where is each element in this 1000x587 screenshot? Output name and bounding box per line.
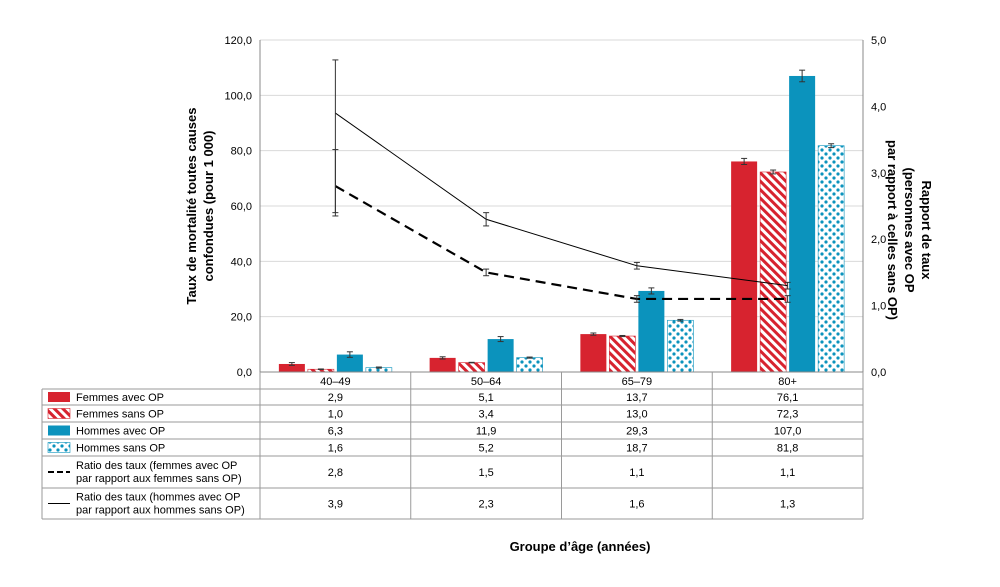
bars	[278, 69, 845, 373]
y-left-axis-title-line: Taux de mortalité toutes causes	[184, 108, 199, 305]
ratio-line	[334, 185, 788, 301]
legend-label: Hommes sans OP	[76, 443, 165, 455]
table-cell: 13,0	[626, 409, 647, 421]
legend-label: Femmes avec OP	[76, 392, 164, 404]
table-cell: 81,8	[777, 443, 798, 455]
y-right-axis-title-line: Rapport de taux	[919, 181, 934, 281]
table-cell: 5,2	[478, 443, 493, 455]
bar	[667, 319, 694, 373]
table-cell: 2,3	[478, 499, 493, 511]
table-cell: 3,4	[478, 409, 493, 421]
legend-label-line: par rapport aux hommes sans OP)	[76, 505, 245, 517]
y-right-axis-title-line: par rapport à celles sans OP)	[885, 140, 900, 320]
legend-label: Hommes avec OP	[76, 426, 165, 438]
axes: 0,0 20,0 40,0 60,0 80,0 100,0 120,0 0,0 1,0 2,0 3,…	[184, 35, 934, 379]
y-left-tick-label: 40,0	[231, 256, 252, 268]
y-left-tick-label: 60,0	[231, 201, 252, 213]
bar	[817, 145, 845, 373]
x-axis-title: Groupe d’âge (années)	[510, 539, 651, 554]
bar	[336, 354, 363, 372]
category-label: 65–79	[622, 376, 653, 388]
y-right-axis-title-line: (personnes avec OP	[902, 168, 917, 293]
legend-swatch	[47, 442, 71, 453]
table-cell: 1,3	[780, 499, 795, 511]
table-cell: 2,8	[328, 467, 343, 479]
bar	[516, 357, 543, 373]
table-cell: 13,7	[626, 392, 647, 404]
category-label: 50–64	[471, 376, 502, 388]
legend-label: Ratio des taux (femmes avec OP par rappor…	[76, 460, 242, 485]
table-cell: 1,1	[629, 467, 644, 479]
bar	[638, 290, 665, 372]
table-cell: 1,6	[328, 443, 343, 455]
table-cell: 18,7	[626, 443, 647, 455]
table-cell: 1,0	[328, 409, 343, 421]
legend-label: Femmes sans OP	[76, 409, 164, 421]
table-cell: 3,9	[328, 499, 343, 511]
category-label: 80+	[778, 376, 797, 388]
table-cell: 1,6	[629, 499, 644, 511]
table-cell: 11,9	[476, 426, 497, 438]
bar	[458, 362, 485, 373]
bar	[429, 357, 456, 372]
y-right-tick-label: 2,0	[871, 234, 886, 246]
y-right-tick-label: 4,0	[871, 101, 886, 113]
legend-label: Ratio des taux (hommes avec OP par rappor…	[76, 492, 245, 517]
y-right-tick-label: 3,0	[871, 168, 886, 180]
y-left-tick-label: 120,0	[224, 35, 252, 47]
y-left-tick-label: 100,0	[224, 90, 252, 102]
data-table: 40–49 50–64 65–79 80+ Femmes avec OP 2,9 5,1 13…	[41, 372, 864, 520]
legend-swatch	[47, 408, 71, 419]
table-cell: 107,0	[774, 426, 802, 438]
bar	[278, 363, 305, 372]
table-cell: 1,1	[780, 467, 795, 479]
y-left-tick-label: 80,0	[231, 146, 252, 158]
table-cell: 5,1	[478, 392, 493, 404]
y-right-tick-label: 1,0	[871, 301, 886, 313]
bar	[487, 339, 514, 372]
bar	[609, 335, 636, 373]
table-cell: 29,3	[626, 426, 647, 438]
category-label: 40–49	[320, 376, 351, 388]
table-cell: 6,3	[328, 426, 343, 438]
bar	[789, 75, 816, 372]
bar	[580, 334, 607, 372]
y-left-axis-title: Taux de mortalité toutes causes confondue…	[184, 108, 216, 305]
table-cell: 1,5	[478, 467, 493, 479]
table-cell: 72,3	[777, 409, 798, 421]
bar	[759, 171, 787, 373]
legend-label-line: Ratio des taux (femmes avec OP	[76, 460, 237, 472]
y-right-tick-label: 5,0	[871, 35, 886, 47]
y-left-tick-label: 0,0	[237, 367, 252, 379]
table-cell: 76,1	[777, 392, 798, 404]
legend-swatch	[48, 392, 70, 402]
table-cell: 2,9	[328, 392, 343, 404]
legend-swatch	[48, 425, 70, 436]
y-left-tick-label: 20,0	[231, 312, 252, 324]
legend-label-line: Ratio des taux (hommes avec OP	[76, 492, 240, 504]
y-right-tick-label: 0,0	[871, 367, 886, 379]
y-right-axis-title: Rapport de taux(personnes avec OPpar rap…	[885, 140, 934, 320]
ratio-line	[335, 112, 788, 287]
ratio-lines	[332, 59, 791, 303]
bar	[731, 161, 758, 372]
legend-label-line: par rapport aux femmes sans OP)	[76, 473, 242, 485]
y-left-axis-title-line: confondues (pour 1 000)	[201, 131, 216, 282]
